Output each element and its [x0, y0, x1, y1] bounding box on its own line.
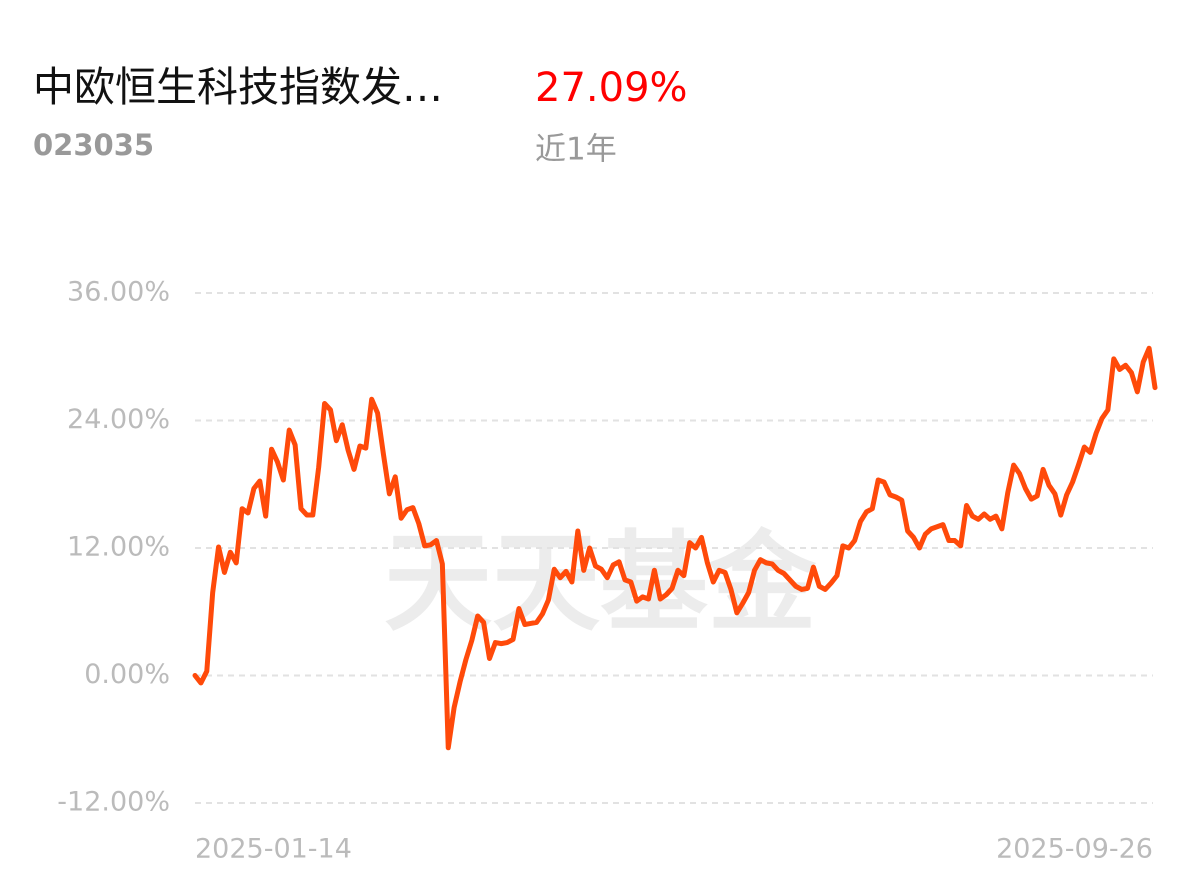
return-value: 27.09% — [535, 65, 688, 111]
fund-code: 023035 — [33, 128, 154, 162]
y-tick-label: 24.00% — [67, 404, 170, 435]
x-tick-label: 2025-01-14 — [195, 834, 352, 865]
series-line — [192, 345, 1158, 751]
y-tick-label: -12.00% — [57, 787, 170, 818]
x-tick-label: 2025-09-26 — [996, 834, 1153, 865]
y-tick-label: 12.00% — [67, 532, 170, 563]
y-tick-label: 0.00% — [84, 659, 170, 690]
watermark: 天天基金 — [384, 520, 817, 646]
period-label: 近1年 — [535, 132, 617, 168]
fund-title: 中欧恒生科技指数发… — [33, 63, 443, 111]
y-tick-label: 36.00% — [67, 277, 170, 308]
